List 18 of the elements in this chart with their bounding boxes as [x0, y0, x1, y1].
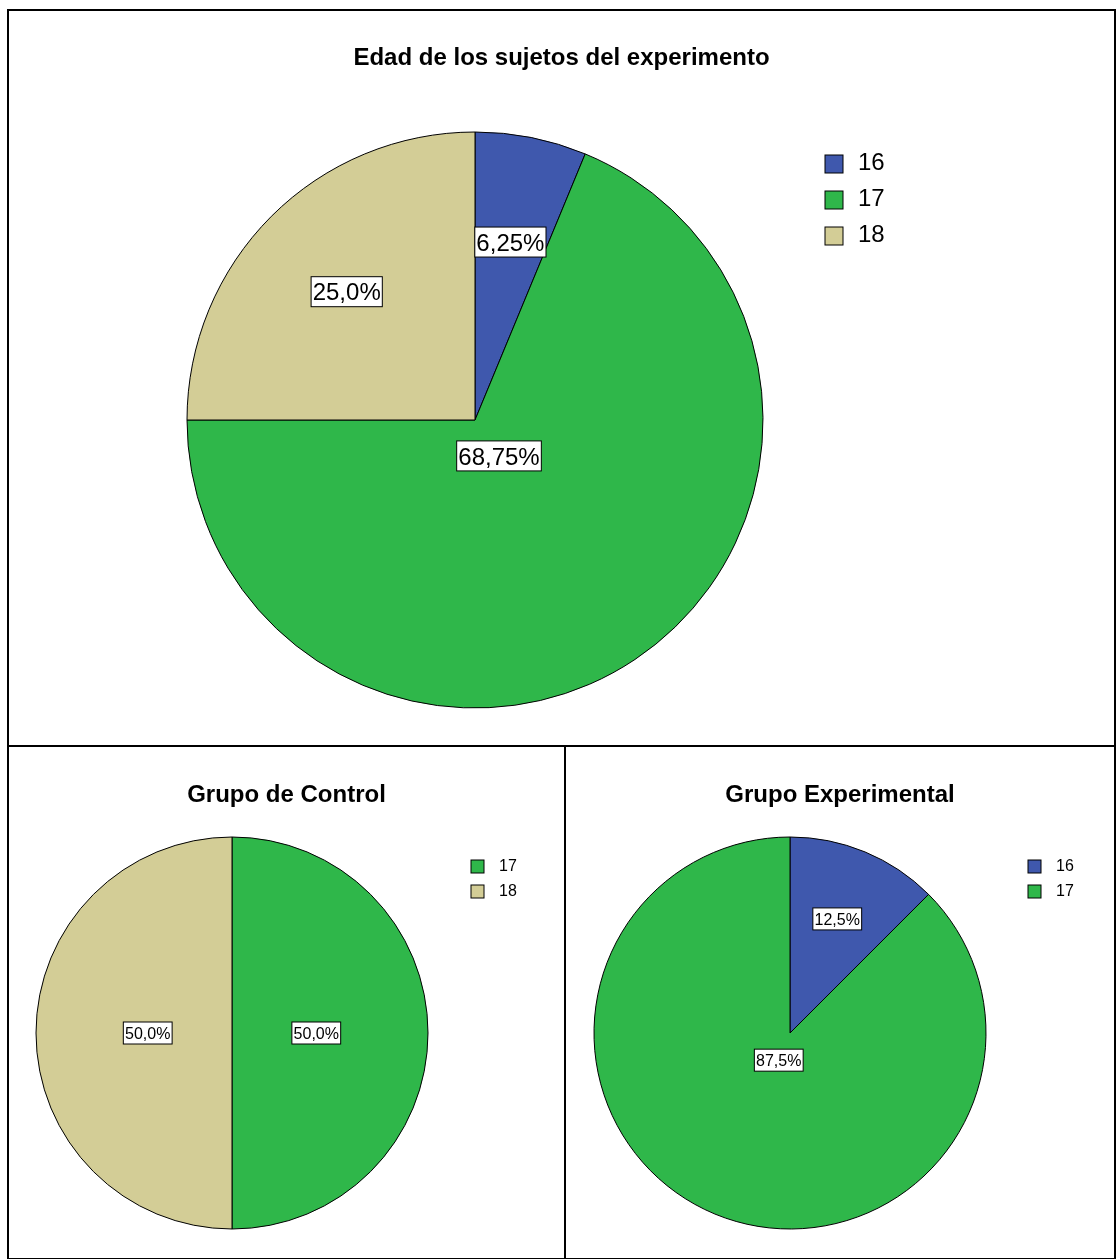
data-label: 25,0% [312, 278, 381, 306]
data-label: 68,75% [458, 442, 540, 470]
data-label: 50,0% [293, 1024, 339, 1042]
data-label: 6,25% [476, 228, 545, 256]
data-label: 12,5% [814, 910, 860, 928]
legend-label: 18 [858, 220, 885, 248]
legend-label: 17 [1056, 882, 1074, 900]
legend-label: 17 [499, 857, 517, 875]
legend-label: 17 [858, 184, 885, 212]
chart-title: Grupo de Control [187, 780, 386, 807]
chart-title: Grupo Experimental [725, 780, 955, 807]
legend-label: 16 [858, 148, 885, 176]
chart-title: Edad de los sujetos del experimento [353, 43, 770, 70]
legend-label: 16 [1056, 857, 1074, 875]
data-label: 87,5% [756, 1051, 802, 1069]
legend-label: 18 [499, 882, 517, 900]
pie-slice [593, 836, 987, 1230]
data-label: 50,0% [125, 1024, 171, 1042]
